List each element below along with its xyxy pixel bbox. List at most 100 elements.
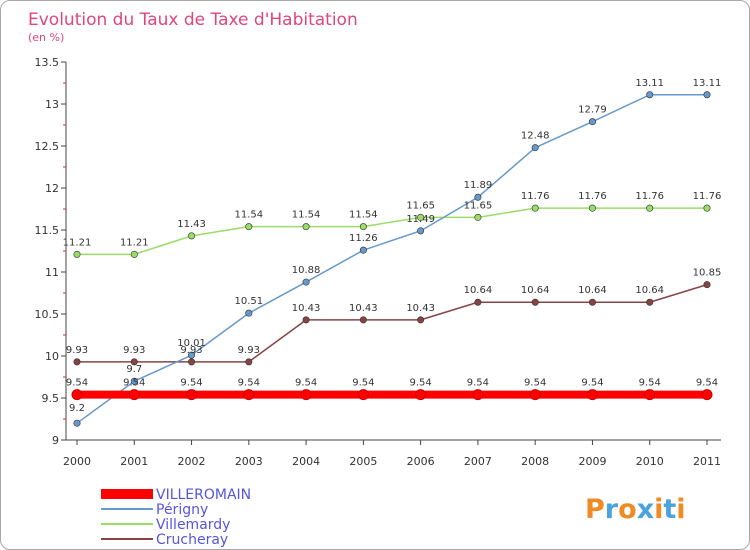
data-point — [71, 389, 83, 401]
data-label: 11.43 — [177, 219, 206, 230]
data-point — [359, 223, 367, 231]
y-tick-label: 10.5 — [35, 308, 60, 321]
data-label: 9.54 — [639, 378, 661, 389]
data-point — [73, 419, 81, 427]
data-label: 9.54 — [524, 378, 546, 389]
x-tick-label: 2003 — [235, 455, 263, 468]
data-point — [415, 389, 427, 401]
data-label: 12.79 — [578, 105, 607, 116]
data-label: 9.54 — [66, 378, 88, 389]
legend-label: VILLEROMAIN — [156, 487, 251, 503]
legend-label: Crucheray — [156, 532, 228, 548]
data-point — [703, 91, 711, 99]
data-label: 10.64 — [521, 285, 550, 296]
data-point — [130, 377, 138, 385]
data-label: 11.21 — [63, 237, 92, 248]
x-tick-label: 2005 — [349, 455, 377, 468]
data-point — [417, 316, 425, 324]
data-point — [646, 204, 654, 212]
y-tick-label: 11 — [45, 266, 59, 279]
data-label: 11.54 — [292, 210, 321, 221]
data-point — [531, 298, 539, 306]
data-point — [359, 316, 367, 324]
data-label: 9.54 — [581, 378, 603, 389]
x-tick-label: 2004 — [292, 455, 320, 468]
data-label: 11.54 — [234, 210, 263, 221]
y-tick-label: 9 — [52, 434, 59, 447]
data-point — [130, 250, 138, 258]
data-point — [128, 389, 140, 401]
logo-letter: t — [663, 494, 676, 525]
series-line — [76, 94, 708, 424]
data-label: 12.48 — [521, 131, 550, 142]
x-tick-label: 2007 — [464, 455, 492, 468]
data-point — [245, 223, 253, 231]
data-label: 9.54 — [467, 378, 489, 389]
data-point — [130, 358, 138, 366]
data-point — [586, 389, 598, 401]
data-label: 11.76 — [693, 191, 722, 202]
series-line — [76, 207, 708, 256]
data-point — [417, 213, 425, 221]
data-label: 9.93 — [180, 345, 202, 356]
data-label: 10.64 — [464, 285, 493, 296]
data-label: 11.49 — [406, 214, 435, 225]
logo-letter: i — [654, 494, 663, 525]
data-point — [474, 193, 482, 201]
data-point — [302, 278, 310, 286]
data-label: 10.64 — [578, 285, 607, 296]
data-labels: 9.54 9.54 9.54 9.54 9.54 9.54 9.54 9.54 9.54 9.54… — [63, 78, 722, 414]
data-point — [188, 232, 196, 240]
data-label: 9.93 — [238, 345, 260, 356]
data-point — [302, 223, 310, 231]
data-point — [186, 389, 198, 401]
data-point — [188, 358, 196, 366]
x-tick-label: 2000 — [63, 455, 91, 468]
data-label: 10.43 — [406, 303, 435, 314]
data-label: 10.64 — [635, 285, 664, 296]
y-tick-label: 11.5 — [35, 224, 60, 237]
data-label: 11.76 — [578, 191, 607, 202]
data-label: 10.85 — [693, 268, 722, 279]
data-point — [646, 91, 654, 99]
data-point — [188, 351, 196, 359]
series-lines — [73, 94, 711, 424]
data-label: 9.2 — [69, 403, 85, 414]
data-point — [73, 358, 81, 366]
data-label: 9.7 — [126, 364, 142, 375]
data-point — [359, 246, 367, 254]
logo-letter: P — [585, 494, 605, 525]
data-label: 11.65 — [406, 200, 435, 211]
x-tick-label: 2008 — [521, 455, 549, 468]
data-label: 11.76 — [635, 191, 664, 202]
data-label: 11.65 — [464, 200, 493, 211]
data-point — [588, 204, 596, 212]
y-tick-label: 13 — [45, 98, 59, 111]
chart-subtitle: (en %) — [28, 31, 64, 44]
data-label: 9.54 — [238, 378, 260, 389]
data-point — [644, 389, 656, 401]
data-label: 13.11 — [635, 78, 664, 89]
data-point — [245, 309, 253, 317]
data-label: 9.93 — [66, 345, 88, 356]
y-tick-label: 12 — [45, 182, 59, 195]
data-label: 10.43 — [349, 303, 378, 314]
data-point — [646, 298, 654, 306]
data-point — [531, 144, 539, 152]
y-tick-label: 9.5 — [42, 392, 60, 405]
logo-letter: i — [676, 494, 685, 525]
legend-swatch — [101, 538, 153, 540]
data-point — [474, 298, 482, 306]
data-point — [588, 118, 596, 126]
data-point — [302, 316, 310, 324]
data-label: 9.54 — [696, 378, 718, 389]
data-label: 9.54 — [352, 378, 374, 389]
data-label: 9.54 — [180, 378, 202, 389]
data-label: 10.01 — [177, 338, 206, 349]
data-label: 11.54 — [349, 210, 378, 221]
x-tick-label: 2010 — [636, 455, 664, 468]
legend-swatch — [101, 523, 153, 525]
x-tick-label: 2006 — [407, 455, 435, 468]
